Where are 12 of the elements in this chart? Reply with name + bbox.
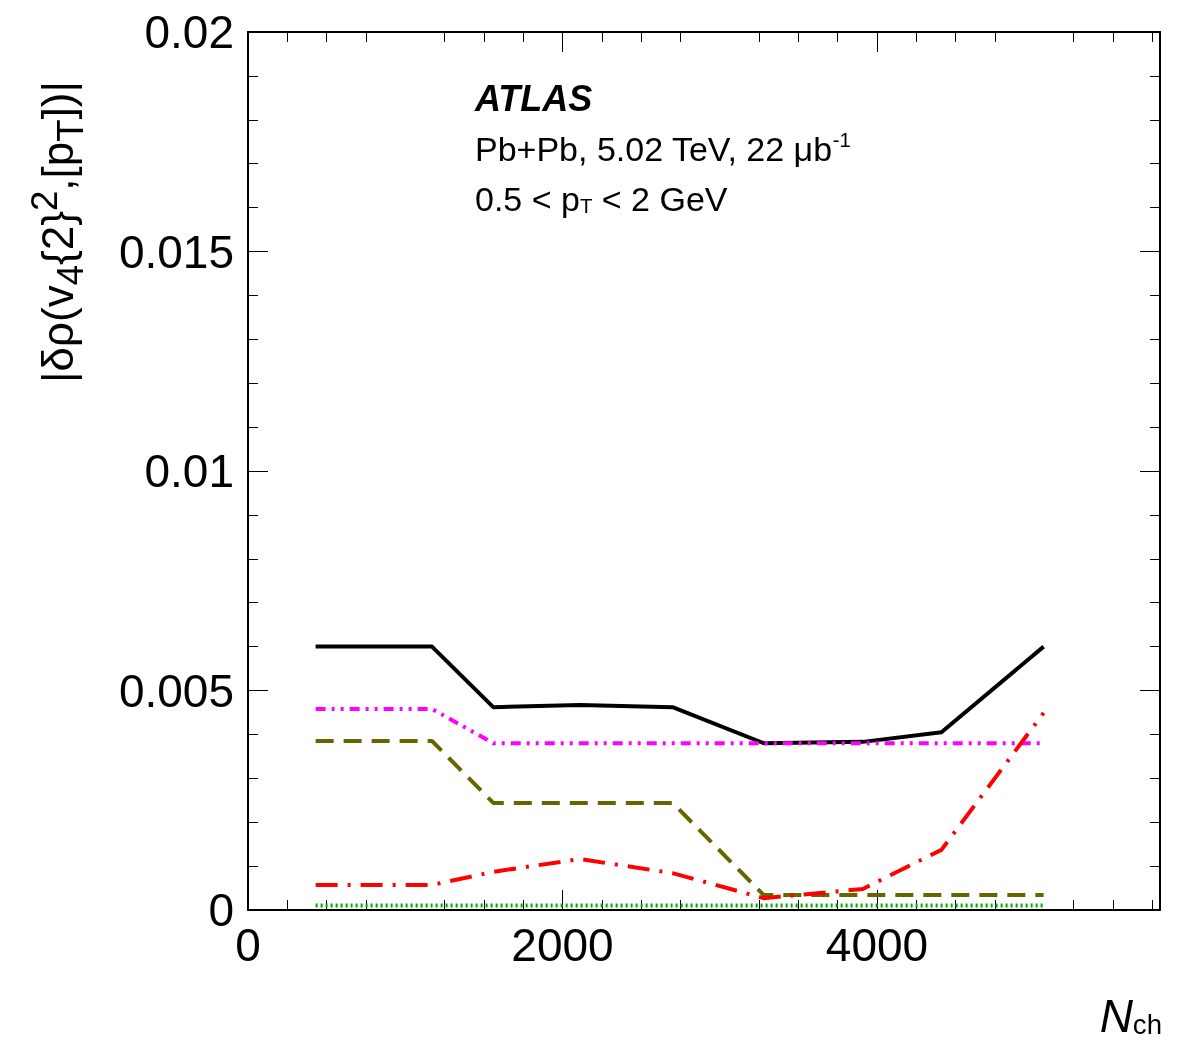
line-series — [313, 710, 1046, 901]
annotation: 0.5 < pT < 2 GeV — [475, 180, 728, 218]
y-tick-label: 0 — [208, 884, 234, 936]
x-tick-label: 4000 — [825, 919, 929, 971]
x-tick-label: 2000 — [511, 919, 614, 971]
y-tick-label: 0.015 — [118, 225, 234, 278]
x-axis-title: Nch — [1099, 989, 1163, 1042]
annotation: ATLAS — [474, 77, 593, 119]
y-tick-label: 0.01 — [144, 445, 234, 497]
y-tick-label: 0.005 — [118, 664, 234, 717]
y-tick-label: 0.02 — [144, 6, 234, 58]
line-series — [313, 644, 1046, 746]
